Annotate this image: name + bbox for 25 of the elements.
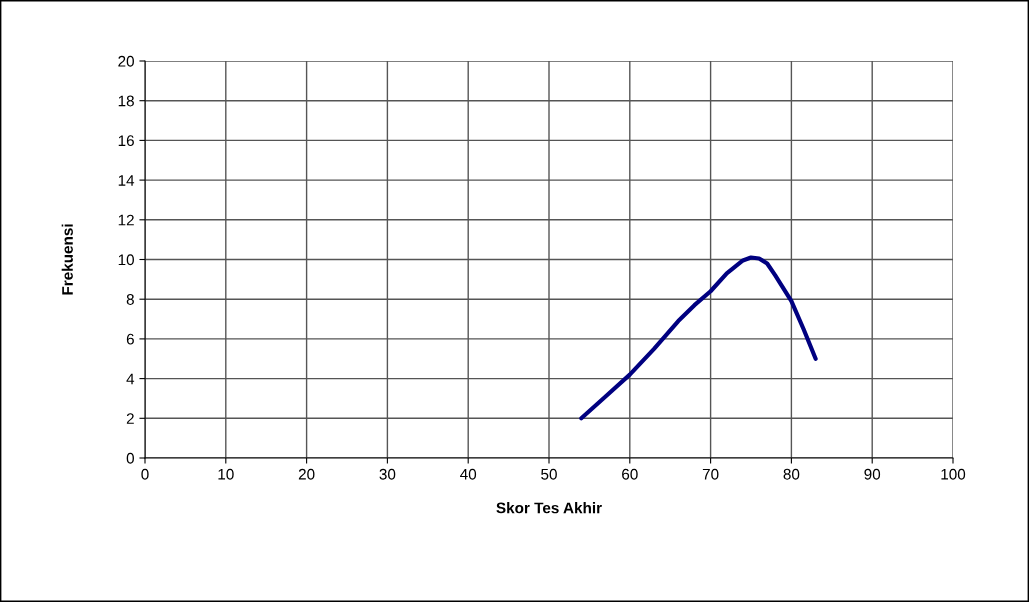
y-tick-label: 16 xyxy=(118,135,134,147)
x-tick-label: 40 xyxy=(460,468,477,480)
x-tick-label: 50 xyxy=(541,468,557,480)
x-tick-label: 30 xyxy=(379,468,396,480)
x-tick-label: 20 xyxy=(298,468,315,480)
y-tick-label: 20 xyxy=(118,55,134,67)
x-tick-label: 90 xyxy=(864,468,881,480)
x-tick-label: 100 xyxy=(941,468,966,480)
x-tick-label: 0 xyxy=(141,468,149,480)
x-tick-label: 10 xyxy=(218,468,234,480)
x-tick-label: 70 xyxy=(702,468,719,480)
y-tick-label: 8 xyxy=(126,294,134,305)
line-series xyxy=(579,255,818,421)
y-axis-title: Frekuensi xyxy=(61,224,73,295)
y-tick-label: 6 xyxy=(126,333,134,345)
x-tick-label: 60 xyxy=(622,468,638,480)
x-tick-label: 80 xyxy=(783,468,800,480)
x-axis-title: Skor Tes Akhir xyxy=(496,502,602,514)
y-tick-label: 0 xyxy=(126,452,134,464)
y-tick-label: 12 xyxy=(118,214,134,226)
y-tick-label: 2 xyxy=(126,413,134,424)
y-tick-label: 14 xyxy=(118,175,135,186)
y-tick-label: 4 xyxy=(126,373,135,385)
y-tick-label: 18 xyxy=(118,95,134,107)
y-tick-label: 10 xyxy=(118,254,134,266)
